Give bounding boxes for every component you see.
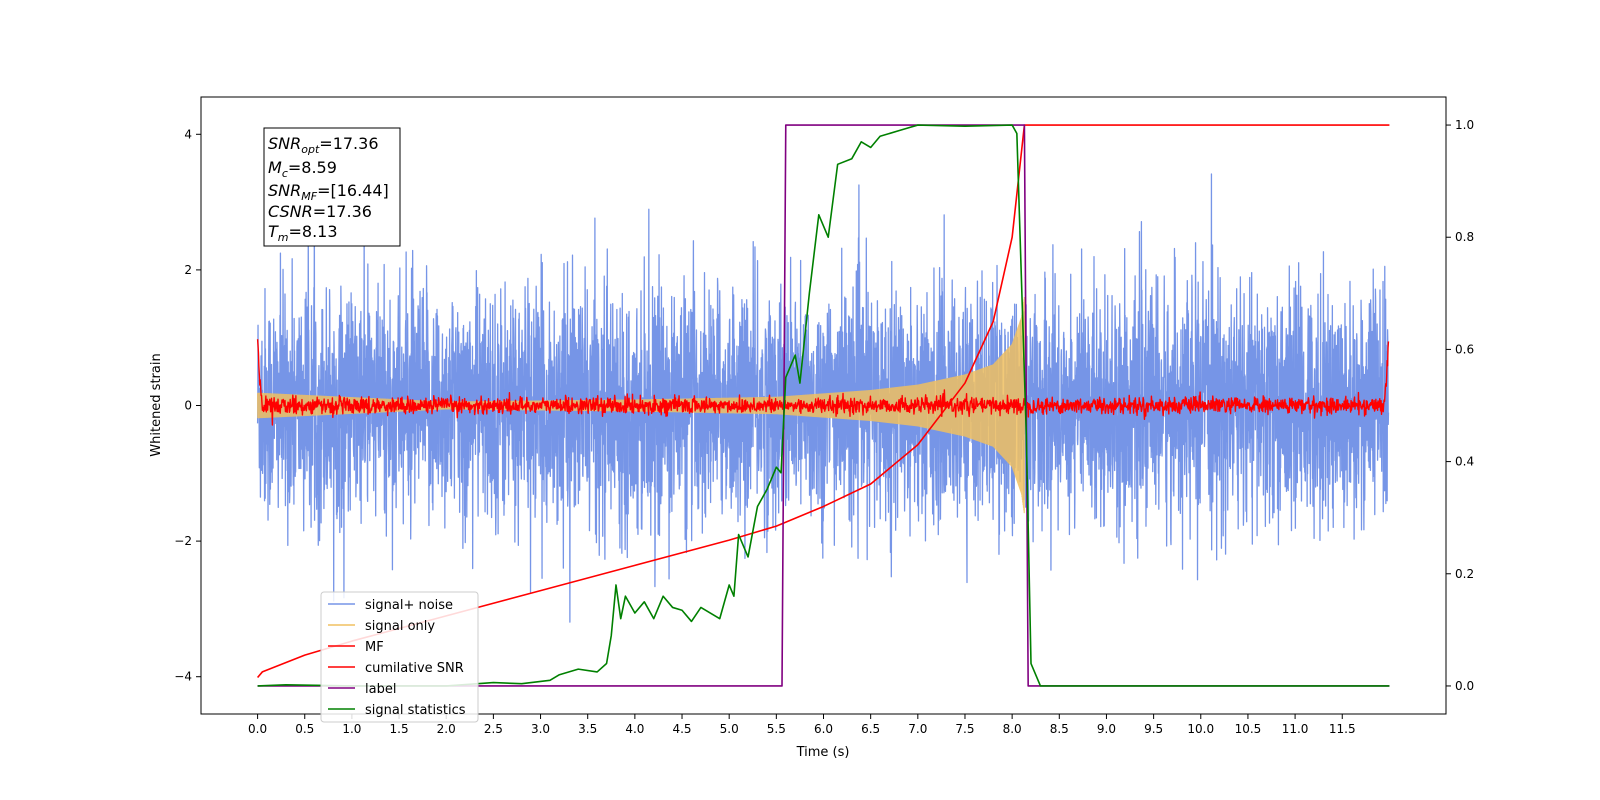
x-tick-label: 11.0	[1282, 722, 1309, 736]
x-tick-label: 2.0	[437, 722, 456, 736]
x-tick-label: 1.0	[342, 722, 361, 736]
y-right-tick-label: 1.0	[1455, 118, 1474, 132]
y-left-tick-label: −2	[174, 534, 192, 548]
x-axis-label: Time (s)	[796, 745, 850, 760]
info-box-frame	[263, 127, 401, 247]
legend-label-5: signal statistics	[365, 703, 466, 718]
x-tick-label: 6.5	[861, 722, 880, 736]
y-left-tick-label: 2	[184, 263, 192, 277]
y-right-tick-label: 0.8	[1455, 230, 1474, 244]
x-tick-label: 2.5	[484, 722, 503, 736]
x-tick-label: 9.5	[1144, 722, 1163, 736]
y-right-tick-label: 0.6	[1455, 342, 1474, 356]
legend-label-1: signal only	[365, 619, 435, 634]
series-line-5	[257, 124, 1390, 687]
info-line-0: SNRopt=17.36	[268, 134, 379, 156]
legend-frame	[320, 591, 479, 723]
y-axis-right: 1.0 0.8 0.6 0.4 0.2 0.0	[1446, 118, 1474, 693]
info-line-4: Tm=8.13	[268, 222, 338, 244]
x-tick-label: 4.5	[672, 722, 691, 736]
legend: signal+ noise signal only MF cumilative SNR…	[320, 591, 479, 723]
x-tick-label: 3.5	[578, 722, 597, 736]
y-left-tick-label: 4	[184, 127, 192, 141]
legend-label-2: MF	[365, 640, 384, 655]
y-axis-label: Whitened strain	[149, 353, 164, 456]
legend-label-4: label	[365, 682, 396, 697]
x-tick-label: 7.5	[955, 722, 974, 736]
info-line-1: Mc=8.59	[268, 158, 337, 180]
x-tick-label: 10.0	[1187, 722, 1214, 736]
x-tick-label: 10.5	[1235, 722, 1262, 736]
series-line-0	[256, 173, 1390, 623]
x-tick-label: 6.0	[814, 722, 833, 736]
info-line-3: CSNR=17.36	[268, 202, 372, 221]
x-tick-label: 5.0	[720, 722, 739, 736]
x-tick-label: 8.0	[1003, 722, 1022, 736]
x-tick-label: 5.5	[767, 722, 786, 736]
y-right-tick-label: 0.2	[1455, 567, 1474, 581]
x-tick-label: 8.5	[1050, 722, 1069, 736]
series-line-2	[256, 339, 1390, 426]
y-right-tick-label: 0.0	[1455, 679, 1474, 693]
y-axis-left: 4 2 0 −2 −4	[174, 127, 201, 684]
x-tick-label: 1.5	[390, 722, 409, 736]
y-left-tick-label: 0	[184, 399, 192, 413]
x-tick-label: 0.5	[295, 722, 314, 736]
x-tick-label: 11.5	[1329, 722, 1356, 736]
x-tick-label: 9.0	[1097, 722, 1116, 736]
legend-label-3: cumilative SNR	[365, 661, 464, 676]
y-left-tick-label: −4	[174, 670, 192, 684]
x-tick-label: 7.0	[908, 722, 927, 736]
y-right-tick-label: 0.4	[1455, 455, 1474, 469]
x-tick-label: 0.0	[248, 722, 267, 736]
x-tick-label: 4.0	[625, 722, 644, 736]
x-tick-label: 3.0	[531, 722, 550, 736]
legend-label-0: signal+ noise	[365, 598, 453, 613]
info-line-2: SNRMF=[16.44]	[268, 181, 389, 203]
x-axis: 0.0 0.5 1.0 1.5 2.0 2.5 3.0 3.5 4.0 4.5 5.0 5.5 6.0 6…	[248, 714, 1356, 736]
info-box: SNRopt=17.36Mc=8.59SNRMF=[16.44]CSNR=17.…	[263, 127, 401, 247]
